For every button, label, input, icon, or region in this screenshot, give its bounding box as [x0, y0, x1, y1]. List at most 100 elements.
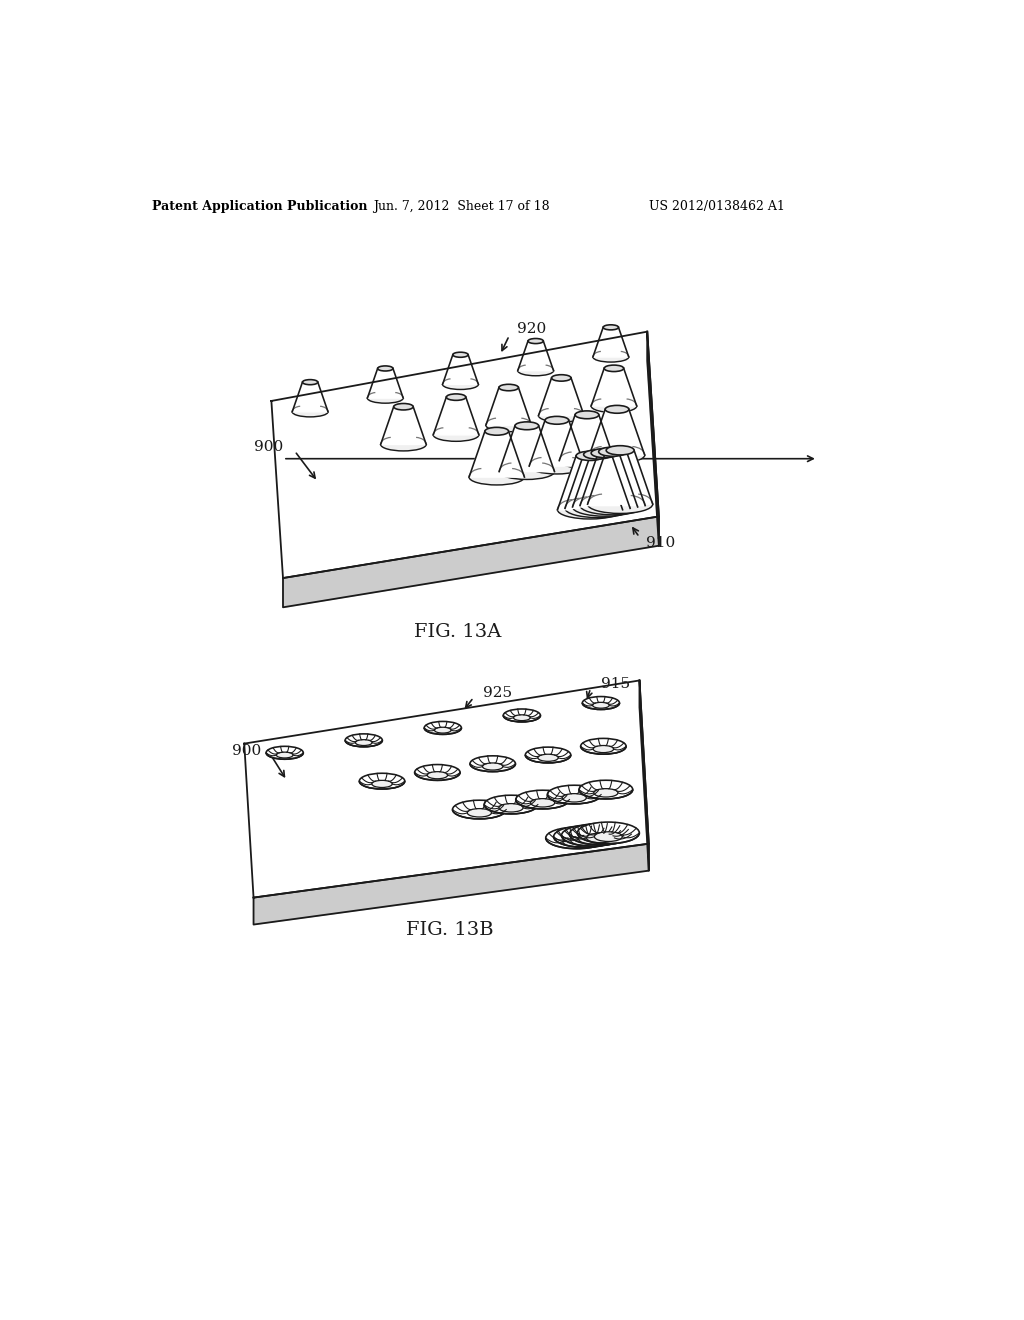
- Ellipse shape: [528, 338, 544, 343]
- Ellipse shape: [545, 416, 568, 424]
- Polygon shape: [593, 327, 629, 356]
- Ellipse shape: [559, 453, 614, 469]
- Ellipse shape: [530, 799, 555, 807]
- Ellipse shape: [606, 446, 634, 455]
- Ellipse shape: [427, 772, 447, 779]
- Text: 900: 900: [254, 440, 283, 454]
- Polygon shape: [539, 378, 584, 416]
- Text: 900: 900: [232, 744, 261, 758]
- Ellipse shape: [570, 836, 599, 845]
- Ellipse shape: [546, 828, 607, 849]
- Polygon shape: [381, 407, 426, 445]
- Ellipse shape: [485, 428, 509, 436]
- Ellipse shape: [599, 447, 627, 457]
- Polygon shape: [565, 454, 630, 508]
- Ellipse shape: [433, 429, 479, 441]
- Ellipse shape: [292, 407, 328, 417]
- Ellipse shape: [529, 458, 585, 474]
- Polygon shape: [529, 420, 585, 466]
- Polygon shape: [368, 368, 403, 399]
- Ellipse shape: [569, 824, 632, 845]
- Ellipse shape: [580, 496, 645, 515]
- Ellipse shape: [381, 438, 426, 451]
- Ellipse shape: [604, 366, 624, 371]
- Text: FIG. 13B: FIG. 13B: [406, 921, 494, 939]
- Ellipse shape: [594, 788, 617, 797]
- Ellipse shape: [499, 384, 518, 391]
- Ellipse shape: [518, 366, 554, 376]
- Ellipse shape: [578, 822, 639, 843]
- Ellipse shape: [499, 463, 554, 479]
- Ellipse shape: [345, 734, 382, 747]
- Ellipse shape: [593, 352, 629, 362]
- Polygon shape: [245, 681, 649, 898]
- Polygon shape: [486, 388, 531, 425]
- Polygon shape: [292, 383, 328, 412]
- Ellipse shape: [593, 702, 609, 709]
- Ellipse shape: [581, 738, 626, 754]
- Polygon shape: [572, 453, 638, 507]
- Ellipse shape: [499, 804, 523, 812]
- Text: 915: 915: [601, 677, 630, 690]
- Ellipse shape: [557, 500, 623, 519]
- Ellipse shape: [594, 832, 623, 841]
- Text: 910: 910: [646, 536, 675, 550]
- Ellipse shape: [588, 495, 652, 513]
- Polygon shape: [590, 409, 645, 455]
- Ellipse shape: [302, 380, 317, 384]
- Ellipse shape: [583, 697, 620, 709]
- Ellipse shape: [266, 746, 303, 759]
- Ellipse shape: [539, 409, 584, 422]
- Ellipse shape: [561, 825, 624, 846]
- Ellipse shape: [486, 418, 531, 432]
- Ellipse shape: [579, 834, 606, 843]
- Polygon shape: [499, 426, 554, 471]
- Text: Jun. 7, 2012  Sheet 17 of 18: Jun. 7, 2012 Sheet 17 of 18: [373, 199, 550, 213]
- Ellipse shape: [562, 793, 587, 803]
- Text: US 2012/0138462 A1: US 2012/0138462 A1: [649, 199, 785, 213]
- Ellipse shape: [415, 764, 460, 780]
- Ellipse shape: [453, 800, 506, 818]
- Ellipse shape: [482, 763, 503, 770]
- Text: 920: 920: [517, 322, 546, 337]
- Ellipse shape: [525, 747, 570, 763]
- Polygon shape: [580, 451, 645, 506]
- Ellipse shape: [548, 785, 601, 804]
- Ellipse shape: [276, 752, 293, 758]
- Polygon shape: [647, 331, 658, 545]
- Polygon shape: [433, 397, 479, 434]
- Ellipse shape: [577, 451, 604, 461]
- Polygon shape: [518, 341, 554, 371]
- Ellipse shape: [442, 379, 478, 389]
- Ellipse shape: [554, 826, 615, 847]
- Ellipse shape: [513, 715, 530, 721]
- Ellipse shape: [467, 809, 492, 817]
- Ellipse shape: [515, 422, 539, 430]
- Ellipse shape: [591, 400, 637, 413]
- Ellipse shape: [575, 411, 599, 418]
- Ellipse shape: [434, 727, 452, 733]
- Ellipse shape: [469, 469, 524, 484]
- Ellipse shape: [372, 780, 392, 788]
- Text: FIG. 13A: FIG. 13A: [414, 623, 501, 642]
- Ellipse shape: [378, 366, 393, 371]
- Ellipse shape: [565, 499, 630, 517]
- Text: 925: 925: [483, 686, 512, 700]
- Ellipse shape: [355, 739, 372, 746]
- Ellipse shape: [590, 447, 645, 463]
- Ellipse shape: [503, 709, 541, 722]
- Ellipse shape: [393, 404, 414, 411]
- Ellipse shape: [552, 375, 571, 381]
- Ellipse shape: [572, 498, 638, 516]
- Polygon shape: [271, 331, 658, 578]
- Ellipse shape: [359, 774, 404, 789]
- Ellipse shape: [446, 393, 466, 400]
- Ellipse shape: [603, 325, 618, 330]
- Polygon shape: [591, 368, 637, 407]
- Ellipse shape: [484, 795, 538, 814]
- Polygon shape: [557, 455, 623, 510]
- Ellipse shape: [591, 449, 620, 458]
- Polygon shape: [588, 450, 652, 504]
- Polygon shape: [283, 516, 658, 607]
- Polygon shape: [640, 681, 649, 871]
